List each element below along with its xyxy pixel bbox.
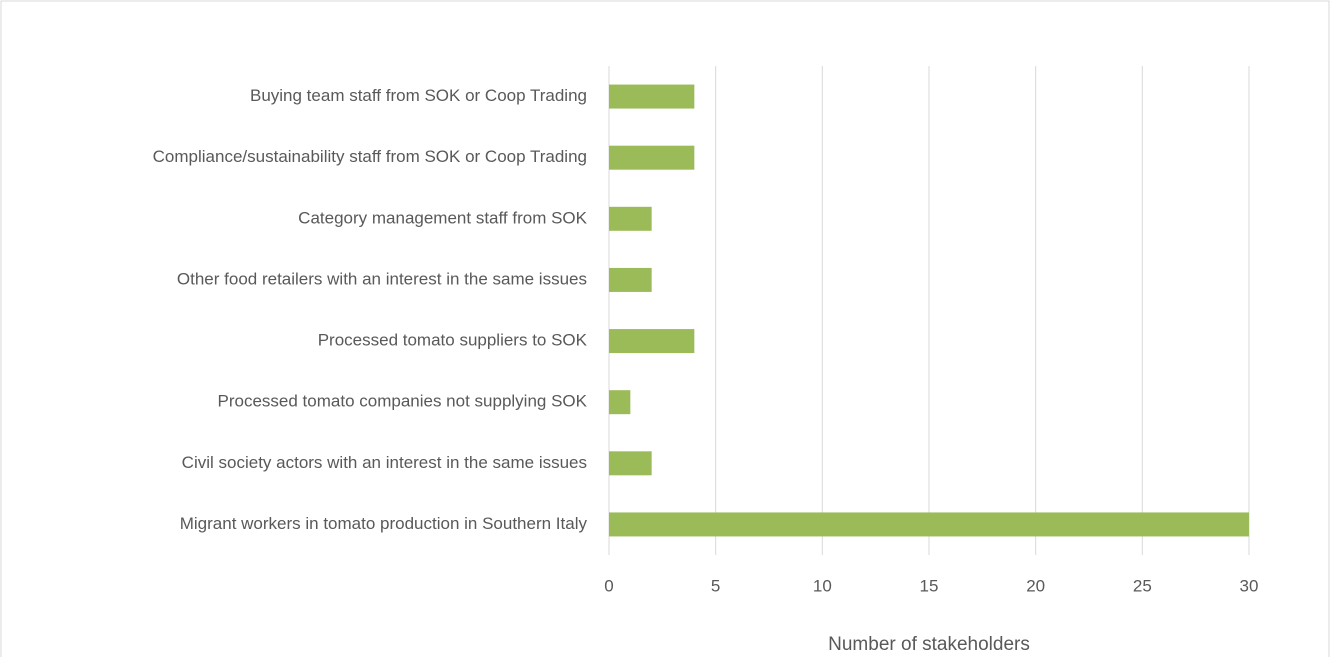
x-axis-title: Number of stakeholders xyxy=(828,634,1030,655)
y-tick-label: Processed tomato companies not supplying… xyxy=(218,392,588,411)
x-tick-label: 10 xyxy=(813,576,832,595)
bar xyxy=(609,451,652,476)
y-tick-label: Processed tomato suppliers to SOK xyxy=(318,331,588,350)
bar xyxy=(609,267,652,292)
x-tick-label: 5 xyxy=(711,576,720,595)
y-tick-label: Buying team staff from SOK or Coop Tradi… xyxy=(250,86,587,105)
bar xyxy=(609,390,631,415)
y-tick-label: Migrant workers in tomato production in … xyxy=(180,514,588,533)
bar xyxy=(609,512,1249,537)
bar xyxy=(609,84,695,109)
x-tick-label: 30 xyxy=(1240,576,1259,595)
x-tick-label: 25 xyxy=(1133,576,1152,595)
y-tick-label: Compliance/sustainability staff from SOK… xyxy=(153,147,587,166)
x-tick-label: 20 xyxy=(1026,576,1045,595)
x-tick-label: 0 xyxy=(604,576,613,595)
bar xyxy=(609,145,695,170)
y-tick-label: Other food retailers with an interest in… xyxy=(177,269,587,288)
bar xyxy=(609,329,695,354)
x-tick-label: 15 xyxy=(920,576,939,595)
y-tick-label: Category management staff from SOK xyxy=(298,208,587,227)
bar xyxy=(609,206,652,231)
y-tick-label: Civil society actors with an interest in… xyxy=(182,453,587,472)
